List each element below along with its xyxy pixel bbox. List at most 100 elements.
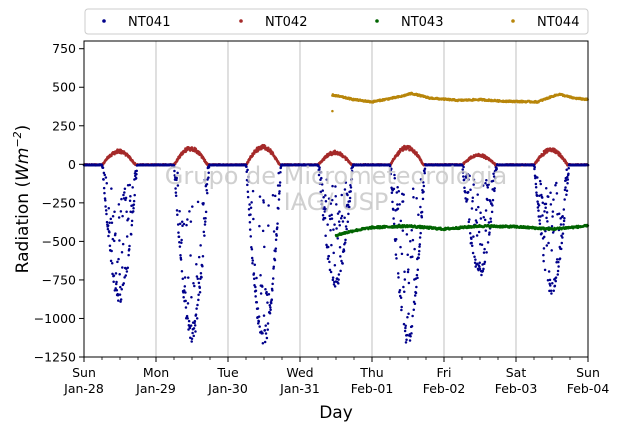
nt041-point: [123, 191, 126, 194]
nt041-point: [189, 220, 193, 223]
nt041-point: [397, 276, 400, 279]
nt041-point: [105, 181, 108, 185]
y-tick-label: 250: [52, 118, 76, 133]
nt041-point: [493, 189, 496, 193]
nt041-point: [478, 265, 481, 268]
nt041-point: [197, 293, 200, 296]
nt041-point: [267, 204, 270, 207]
nt041-point: [197, 281, 201, 285]
nt041-point: [114, 272, 118, 275]
nt041-point: [183, 285, 187, 288]
nt041-point: [258, 224, 261, 228]
nt041-point: [127, 247, 131, 251]
nt041-point: [404, 341, 408, 344]
nt041-point: [479, 211, 482, 214]
x-tick-label-day: Mon: [143, 365, 169, 380]
nt041-point: [104, 199, 107, 202]
legend-label-nt044: NT044: [537, 15, 579, 30]
nt041-point: [413, 247, 416, 251]
nt041-point: [267, 292, 271, 296]
legend-marker-nt042: [239, 19, 243, 23]
nt041-point: [117, 203, 121, 206]
nt041-point: [126, 266, 130, 269]
y-axis-label: Radiation (Wm−2): [11, 125, 33, 274]
nt041-point: [477, 230, 481, 234]
nt041-point: [183, 276, 187, 279]
nt041-point: [256, 307, 260, 310]
nt041-point: [419, 205, 422, 209]
nt041-point: [421, 197, 425, 201]
nt041-point: [128, 244, 131, 248]
nt041-point: [248, 221, 252, 224]
nt041-point: [120, 197, 123, 201]
nt041-point: [546, 220, 549, 223]
nt041-point: [480, 273, 483, 277]
legend: NT041 NT042 NT043 NT044: [84, 8, 589, 35]
nt041-point: [101, 166, 105, 169]
nt041-point: [470, 241, 473, 245]
nt041-point: [417, 253, 421, 256]
nt041-point: [262, 314, 266, 317]
nt041-point: [261, 229, 265, 233]
nt041-point: [482, 216, 485, 219]
nt041-point: [333, 264, 337, 267]
nt041-point: [339, 216, 343, 220]
nt041-point: [473, 255, 476, 258]
nt041-point: [535, 194, 539, 198]
nt041-point: [549, 191, 552, 195]
nt041-point: [559, 223, 563, 226]
nt041-point: [566, 175, 569, 179]
nt041-point: [538, 179, 542, 183]
nt041-point: [343, 216, 346, 220]
nt041-point: [108, 244, 112, 248]
nt041-point: [392, 217, 395, 220]
nt041-point: [538, 222, 542, 225]
nt041-point: [249, 206, 253, 209]
nt041-point: [551, 282, 554, 285]
nt041-point: [476, 193, 479, 196]
nt041-point: [277, 198, 281, 201]
nt041-point: [557, 265, 560, 268]
nt041-point: [104, 176, 108, 179]
nt041-point: [182, 222, 186, 226]
nt041-point: [558, 257, 562, 260]
x-tick-label-date: Feb-01: [351, 381, 394, 396]
nt041-point: [265, 336, 269, 340]
nt041-point: [329, 229, 332, 232]
x-tick-label-date: Jan-30: [207, 381, 248, 396]
nt041-point: [399, 296, 403, 300]
nt041-point: [196, 277, 200, 280]
nt041-point: [407, 268, 410, 271]
nt041-point: [560, 241, 564, 245]
nt041-point: [415, 273, 419, 277]
nt041-point: [565, 193, 568, 196]
nt041-point: [252, 217, 255, 221]
nt041-point: [178, 245, 182, 248]
nt041-point: [410, 229, 413, 232]
nt041-point: [551, 210, 555, 213]
nt041-point: [267, 224, 270, 227]
x-tick-label-day: Sun: [576, 365, 600, 380]
nt041-point: [184, 306, 188, 309]
nt041-point: [201, 255, 205, 258]
nt041-point: [189, 324, 193, 327]
nt041-point: [278, 192, 281, 195]
nt041-point: [422, 190, 425, 193]
nt041-point: [120, 251, 124, 254]
nt041-point: [107, 207, 111, 210]
nt041-point: [273, 258, 277, 262]
nt041-point: [534, 186, 538, 189]
nt041-point: [409, 240, 412, 243]
nt041-point: [258, 195, 262, 198]
nt041-point: [206, 191, 209, 195]
nt041-point: [474, 258, 477, 261]
nt041-point: [392, 208, 395, 211]
nt041-point: [544, 206, 547, 210]
nt041-point: [270, 298, 274, 301]
nt041-point: [174, 194, 178, 198]
nt041-point: [539, 182, 543, 186]
nt041-point: [400, 308, 403, 312]
nt041-point: [475, 208, 478, 212]
nt041-point: [478, 261, 481, 264]
nt041-point: [561, 214, 564, 218]
